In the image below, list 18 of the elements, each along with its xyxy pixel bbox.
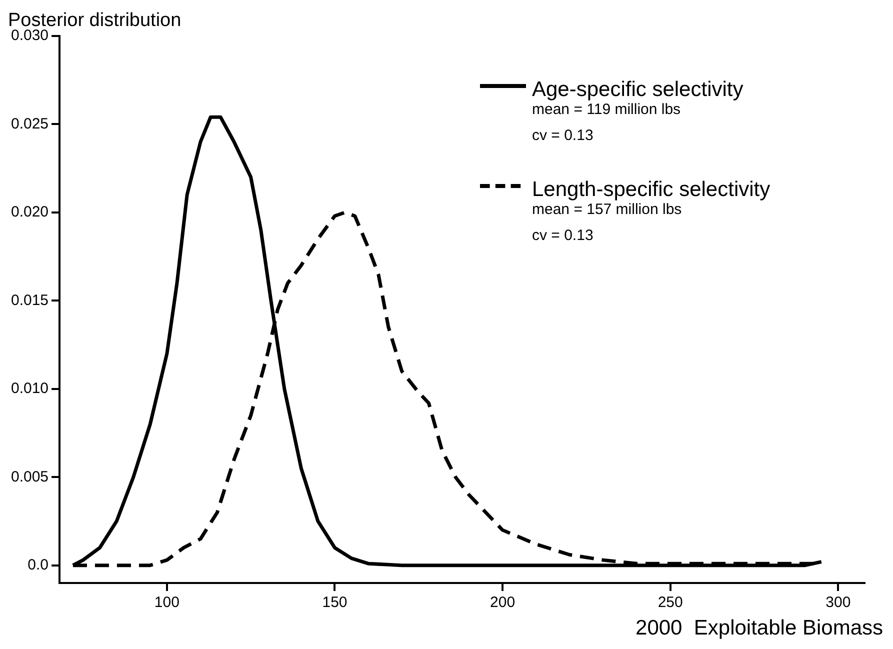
y-tick-label: 0.020: [10, 204, 49, 221]
legend-label: Age-specific selectivity: [532, 78, 744, 101]
x-tick-label: 200: [490, 594, 516, 612]
x-tick-label: 150: [322, 594, 348, 612]
y-tick-label: 0.025: [10, 115, 49, 132]
y-tick-label: 0.015: [10, 292, 49, 309]
x-axis-title: 2000 Exploitable Biomass: [636, 616, 883, 640]
y-tick-label: 0.010: [10, 380, 49, 398]
annotation: mean = 157 million lbs: [532, 201, 682, 218]
annotation: cv = 0.13: [532, 127, 594, 144]
legend-label: Length-specific selectivity: [532, 178, 771, 201]
x-tick-label: 300: [826, 594, 851, 612]
x-tick-label: 250: [658, 594, 683, 612]
y-tick-label: 0.005: [10, 468, 49, 486]
x-tick-label: 100: [154, 594, 180, 612]
y-tick-label: 0.0: [28, 556, 49, 574]
annotation: cv = 0.13: [532, 227, 594, 244]
annotation: mean = 119 million lbs: [532, 101, 681, 118]
